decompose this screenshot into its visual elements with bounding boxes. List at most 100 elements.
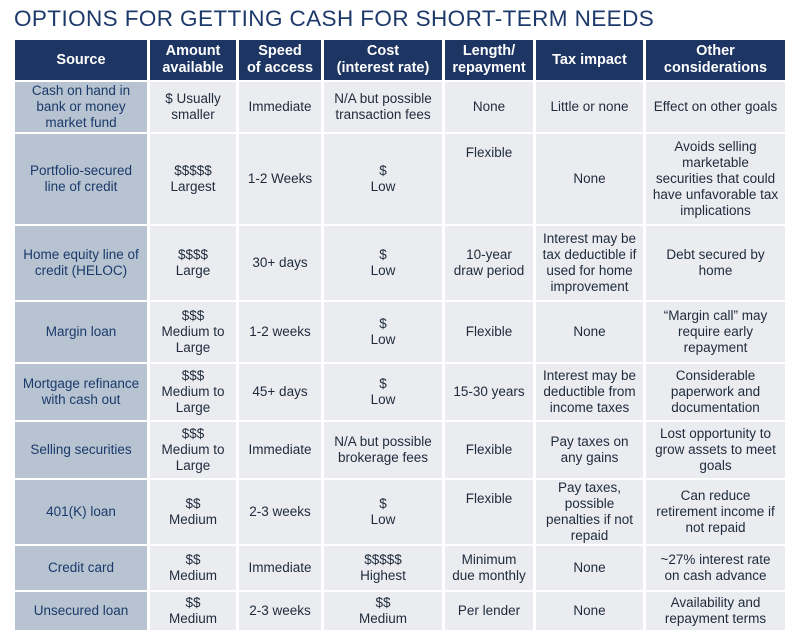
- cell-source: Cash on hand in bank or money market fund: [15, 82, 147, 132]
- cell-line: None: [472, 99, 506, 114]
- table-row: Mortgage refinance with cash out $$$ Medium…: [15, 364, 785, 420]
- cell-other-considerations: Availability and repayment terms: [646, 592, 785, 630]
- cell-line: deductible from: [543, 384, 636, 399]
- cell-line: Home equity line of: [23, 247, 139, 262]
- table-row: Margin loan $$$ Medium to Large 1-2 weeks $ Lo…: [15, 302, 785, 362]
- cell-line: Largest: [170, 179, 216, 194]
- cell-amount-available: $$ Medium: [150, 546, 236, 590]
- cell-speed-of-access: 45+ days: [239, 364, 321, 420]
- cell-cost: $ Low: [324, 226, 442, 300]
- cell-line: Unsecured loan: [33, 603, 129, 618]
- cell-line: Lost opportunity to: [659, 426, 772, 441]
- cell-line: Cost: [366, 43, 400, 59]
- cell-line: income taxes: [549, 400, 630, 415]
- page-title: OPTIONS FOR GETTING CASH FOR SHORT-TERM …: [14, 6, 655, 31]
- cell-line: N/A but possible: [334, 91, 432, 106]
- cell-cost: $ Low: [324, 134, 442, 224]
- cash-options-table: Source Amount available Speed of access Cost(…: [12, 38, 788, 632]
- cell-line: Low: [370, 332, 396, 347]
- cell-amount-available: $$ Medium: [150, 592, 236, 630]
- cell-source: Home equity line of credit (HELOC): [15, 226, 147, 300]
- cell-tax-impact: Pay taxes, possible penalties if not repaid: [536, 480, 643, 544]
- cell-line: Large: [175, 340, 211, 355]
- cell-line: Large: [175, 263, 211, 278]
- cell-source: 401(K) loan: [15, 480, 147, 544]
- column-header-speed-of-access: Speed of access: [239, 40, 321, 80]
- cell-line: market fund: [45, 115, 117, 130]
- cell-line: None: [573, 171, 606, 186]
- cell-line: of access: [246, 60, 314, 76]
- cell-line: 10-year: [466, 247, 512, 262]
- cell-line: Length/: [462, 43, 516, 59]
- cell-line: Speed: [258, 43, 302, 59]
- cell-tax-impact: None: [536, 592, 643, 630]
- cell-line: smaller: [171, 107, 215, 122]
- cell-line: used for home: [546, 263, 633, 278]
- cell-line: $$: [375, 595, 391, 610]
- cell-line: any gains: [560, 450, 619, 465]
- cell-line: Can reduce: [680, 488, 751, 503]
- cell-line: (interest rate): [336, 60, 430, 76]
- table-row: Unsecured loan $$ Medium 2-3 weeks $$ Medium P…: [15, 592, 785, 630]
- cell-length-repayment: Flexible: [445, 134, 533, 224]
- cell-line: due monthly: [452, 568, 526, 583]
- cell-line: Medium: [168, 568, 217, 583]
- cell-line: Mortgage refinance: [22, 376, 140, 391]
- cell-line: Large: [175, 458, 211, 473]
- cell-line: not repaid: [685, 520, 746, 535]
- cell-line: Source: [56, 51, 106, 68]
- cell-line: Effect on other goals: [653, 99, 778, 114]
- cell-speed-of-access: 1-2 weeks: [239, 302, 321, 362]
- cell-line: Medium: [358, 611, 407, 626]
- table-row: 401(K) loan $$ Medium 2-3 weeks $ Low Flexible…: [15, 480, 785, 544]
- column-header-tax-impact: Tax impact: [536, 40, 643, 80]
- cell-line: with cash out: [41, 392, 121, 407]
- cell-line: on cash advance: [664, 568, 767, 583]
- cell-line: Pay taxes,: [557, 480, 622, 495]
- cell-line: 1-2 weeks: [249, 324, 311, 339]
- cell-line: Portfolio-secured: [29, 163, 133, 178]
- cell-tax-impact: None: [536, 546, 643, 590]
- cell-line: Amount: [165, 43, 221, 59]
- cell-other-considerations: Considerable paperwork and documentation: [646, 364, 785, 420]
- cell-line: Avoids selling: [674, 139, 757, 154]
- cell-cost: $$$$$ Highest: [324, 546, 442, 590]
- cell-line: goals: [699, 458, 732, 473]
- cell-speed-of-access: 2-3 weeks: [239, 592, 321, 630]
- cell-line: possible: [564, 496, 615, 511]
- cell-line: None: [573, 603, 606, 618]
- cell-line: Flexible: [465, 145, 513, 160]
- cell-line: repaid: [570, 528, 609, 543]
- cell-line: draw period: [453, 263, 525, 278]
- cell-speed-of-access: 1-2 Weeks: [239, 134, 321, 224]
- cell-line: N/A but possible: [334, 434, 432, 449]
- cell-amount-available: $$$ Medium to Large: [150, 422, 236, 478]
- cell-source: Portfolio-secured line of credit: [15, 134, 147, 224]
- cell-line: repayment: [452, 60, 526, 76]
- cell-line: $$$: [181, 368, 205, 383]
- cell-source: Credit card: [15, 546, 147, 590]
- cell-line: $: [379, 496, 387, 511]
- cell-line: $: [379, 376, 387, 391]
- cell-tax-impact: Interest may be deductible from income tax…: [536, 364, 643, 420]
- cell-line: penalties if not: [545, 512, 634, 527]
- cell-source: Selling securities: [15, 422, 147, 478]
- table-row: Credit card $$ Medium Immediate $$$$$ Highest…: [15, 546, 785, 590]
- cell-line: Debt secured by: [666, 247, 765, 262]
- cell-amount-available: $$$ Medium to Large: [150, 364, 236, 420]
- cell-length-repayment: Flexible: [445, 480, 533, 544]
- table-row: Selling securities $$$ Medium to Large Immed…: [15, 422, 785, 478]
- cell-line: Medium: [168, 512, 217, 527]
- cell-line: Low: [370, 263, 396, 278]
- cell-other-considerations: Lost opportunity to grow assets to meet go…: [646, 422, 785, 478]
- cell-line: Cash on hand in: [31, 83, 131, 98]
- cell-line: repayment: [683, 340, 748, 355]
- column-header-length-repayment: Length/repayment: [445, 40, 533, 80]
- cell-line: brokerage fees: [337, 450, 429, 465]
- cell-line: tax deductible if: [542, 247, 637, 262]
- cell-line: considerations: [663, 60, 768, 76]
- cell-length-repayment: 15-30 years: [445, 364, 533, 420]
- cell-line: 30+ days: [252, 255, 308, 270]
- cell-line: Flexible: [465, 442, 513, 457]
- cell-line: transaction fees: [335, 107, 431, 122]
